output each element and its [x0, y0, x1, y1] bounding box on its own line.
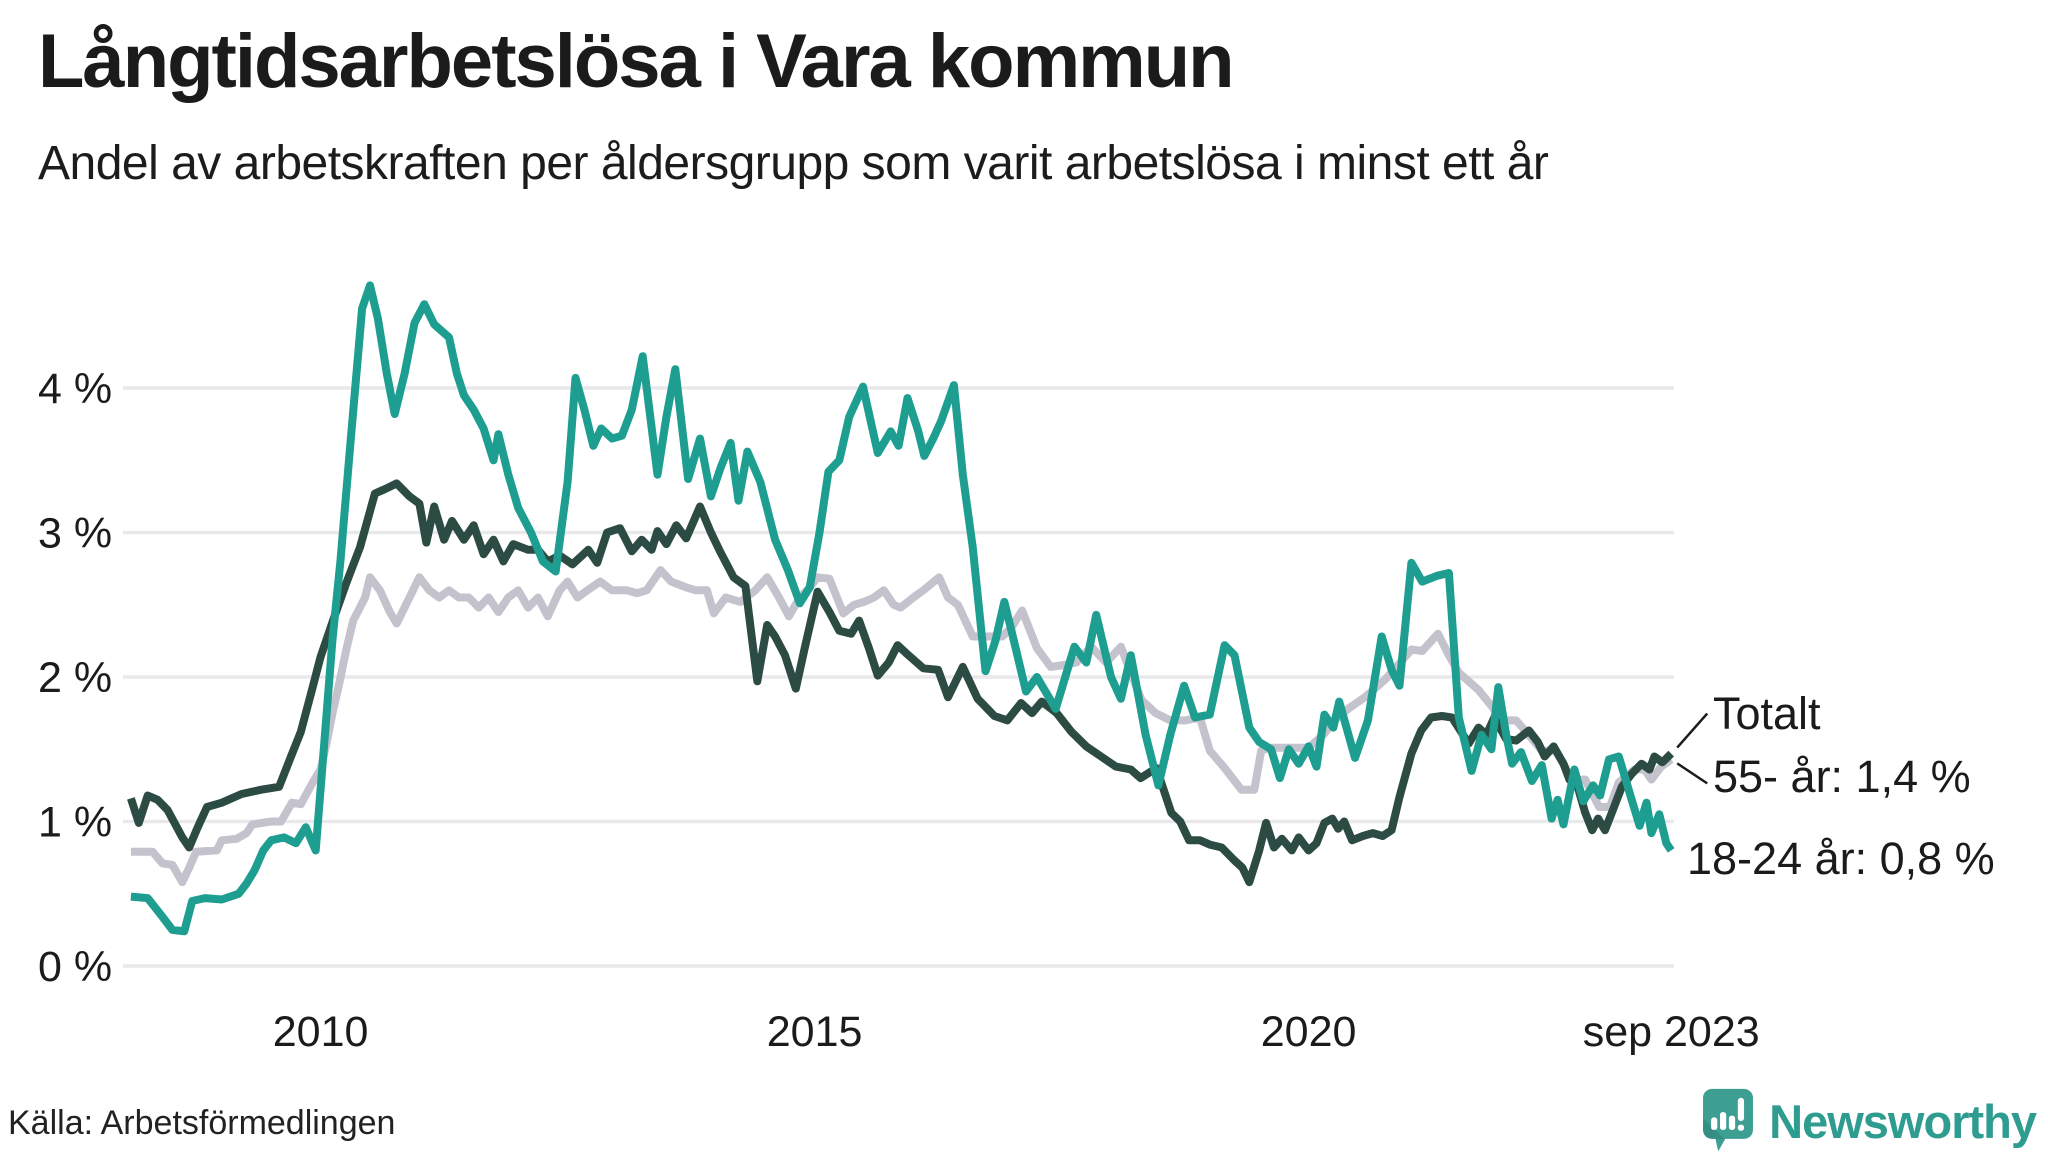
y-tick-label: 4 %: [38, 365, 112, 413]
logo-bubble: [1703, 1088, 1754, 1152]
y-tick-label: 2 %: [38, 654, 112, 702]
x-tick-label: 2010: [273, 1008, 369, 1056]
leader-line-55: [1676, 762, 1708, 785]
label-totalt: Totalt: [1713, 688, 1821, 739]
y-tick-label: 3 %: [38, 510, 112, 558]
y-tick-label: 0 %: [38, 943, 112, 991]
label-18-24-ar: 18-24 år: 0,8 %: [1687, 833, 1995, 884]
newsworthy-brand: Newsworthy: [1701, 1088, 2037, 1152]
x-tick-label: 2020: [1261, 1008, 1357, 1056]
newsworthy-wordmark: Newsworthy: [1769, 1094, 2037, 1148]
source-note: Källa: Arbetsförmedlingen: [8, 1104, 396, 1142]
series-line-18-24-r: [130, 281, 1675, 936]
label-55-ar: 55- år: 1,4 %: [1713, 751, 1971, 802]
page-subtitle: Andel av arbetskraften per åldersgrupp s…: [38, 137, 1549, 190]
series-line-55-r: [130, 566, 1674, 887]
page-title: Långtidsarbetslösa i Vara kommun: [38, 19, 1235, 104]
logo-bars: [1711, 1097, 1745, 1131]
x-tick-label: 2015: [767, 1008, 863, 1056]
y-tick-label: 1 %: [38, 799, 112, 847]
leader-line-totalt: [1676, 712, 1709, 749]
x-tick-label: sep 2023: [1583, 1008, 1760, 1056]
newsworthy-logo-icon: [1703, 1088, 1754, 1152]
